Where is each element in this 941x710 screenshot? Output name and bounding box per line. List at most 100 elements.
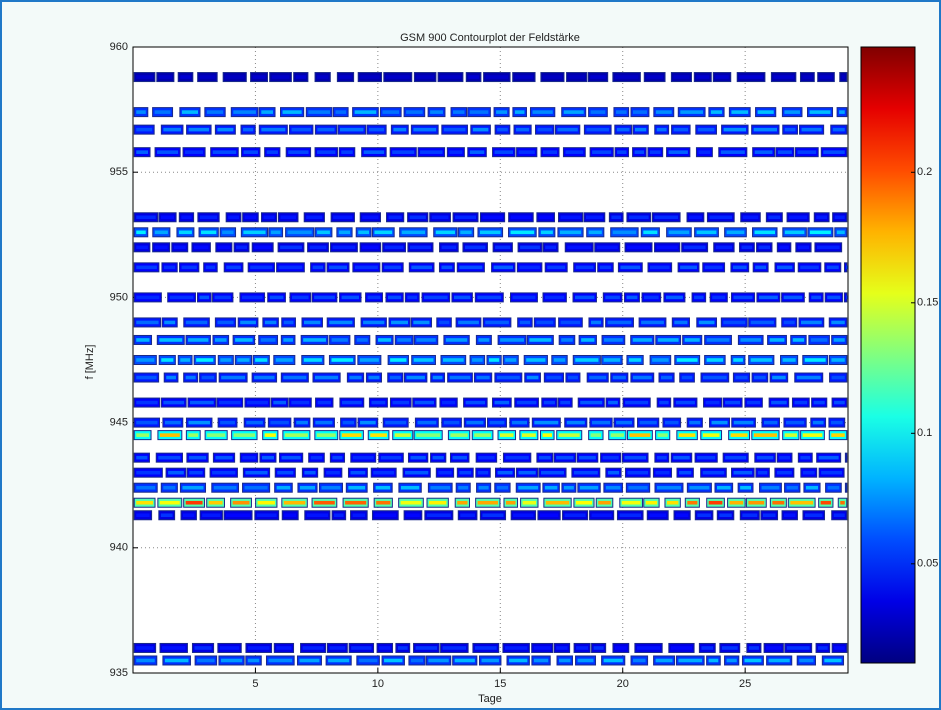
contour-core: [232, 500, 250, 505]
contour-core: [678, 658, 703, 663]
contour-core: [608, 400, 618, 405]
contour-core: [356, 338, 368, 342]
contour-core: [363, 320, 385, 325]
contour-core: [607, 470, 620, 475]
contour-core: [283, 320, 294, 325]
contour-core: [628, 485, 648, 490]
contour-core: [371, 400, 386, 405]
contour-core: [469, 110, 489, 114]
contour-core: [261, 127, 286, 132]
contour-core: [136, 455, 148, 460]
contour-core: [556, 646, 568, 650]
contour-core: [284, 513, 297, 518]
contour-core: [776, 265, 793, 270]
contour-core: [816, 215, 828, 220]
contour-core: [603, 358, 621, 362]
contour-core: [178, 230, 192, 235]
contour-core: [157, 150, 179, 154]
contour-core: [832, 127, 845, 132]
contour-core: [260, 338, 276, 342]
contour-core: [136, 295, 160, 300]
contour-core: [453, 110, 465, 114]
contour-core: [514, 110, 525, 114]
contour-core: [158, 75, 172, 79]
contour-core: [750, 358, 772, 362]
contour-core: [270, 420, 289, 425]
contour-core: [668, 230, 690, 235]
contour-core: [181, 215, 192, 220]
contour-core: [768, 215, 781, 220]
contour-core: [445, 338, 468, 342]
contour-core: [769, 338, 785, 342]
contour-core: [785, 420, 805, 425]
contour-band: [133, 510, 848, 521]
contour-core: [649, 513, 667, 518]
contour-core: [796, 375, 821, 380]
contour-core: [321, 485, 341, 490]
colorbar: [860, 46, 916, 664]
contour-core: [644, 295, 659, 300]
contour-core: [533, 658, 549, 663]
contour-core: [540, 470, 565, 475]
contour-core: [278, 265, 303, 270]
contour-core: [454, 658, 475, 663]
contour-core: [710, 110, 723, 114]
contour-core: [220, 658, 243, 663]
contour-core: [575, 265, 594, 270]
contour-core: [723, 320, 746, 325]
contour-core: [726, 658, 737, 663]
contour-core: [397, 338, 412, 342]
contour-core: [680, 265, 697, 270]
contour-core: [801, 127, 822, 132]
contour-core: [385, 420, 407, 425]
contour-core: [590, 110, 606, 114]
contour-core: [350, 470, 366, 475]
contour-core: [542, 433, 553, 437]
contour-core: [712, 295, 726, 300]
contour-core: [565, 150, 584, 154]
contour-core: [529, 338, 552, 342]
contour-core: [374, 230, 393, 235]
contour-core: [409, 245, 431, 250]
contour-core: [341, 150, 353, 154]
contour-core: [409, 215, 426, 220]
contour-core: [354, 110, 377, 114]
contour-band: [133, 655, 845, 666]
contour-core: [221, 375, 246, 380]
y-axis-label: f [MHz]: [84, 345, 96, 380]
contour-core: [235, 338, 253, 342]
contour-core: [136, 265, 157, 270]
contour-core: [812, 420, 824, 425]
contour-core: [689, 485, 710, 490]
contour-core: [394, 433, 411, 437]
contour-core: [314, 295, 335, 300]
contour-core: [511, 420, 528, 425]
contour-core: [263, 215, 275, 220]
contour-core: [493, 265, 513, 270]
contour-band: [133, 482, 849, 493]
contour-core: [472, 127, 489, 132]
contour-core: [214, 295, 231, 300]
contour-core: [233, 110, 256, 114]
contour-core: [281, 455, 301, 460]
contour-core: [194, 646, 212, 650]
contour-core: [254, 375, 275, 380]
contour-core: [443, 127, 466, 132]
contour-core: [586, 215, 603, 220]
contour-core: [526, 358, 546, 362]
contour-core: [159, 433, 180, 437]
contour-core: [611, 215, 622, 220]
contour-core: [338, 230, 351, 235]
contour-core: [188, 420, 210, 425]
contour-core: [673, 127, 689, 132]
contour-core: [633, 658, 646, 663]
contour-core: [559, 230, 582, 235]
contour-core: [543, 150, 558, 154]
contour-core: [497, 127, 508, 132]
contour-core: [617, 150, 627, 154]
contour-core: [217, 320, 234, 325]
contour-core: [520, 245, 540, 250]
contour-core: [702, 470, 725, 475]
contour-core: [741, 245, 753, 250]
